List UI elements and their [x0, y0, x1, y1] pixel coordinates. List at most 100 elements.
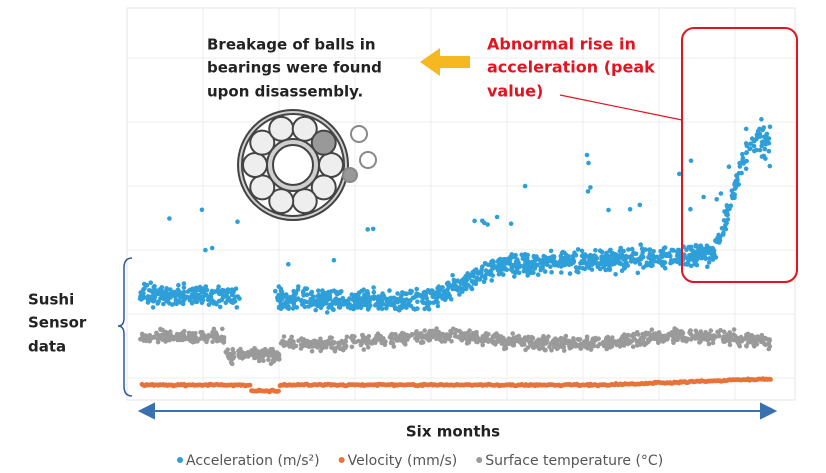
acceleration-point — [385, 299, 390, 304]
acceleration-point — [608, 248, 613, 253]
temperature-point — [766, 337, 771, 342]
temperature-point — [460, 334, 465, 339]
acceleration-point — [725, 212, 730, 217]
acceleration-point — [226, 287, 231, 292]
acceleration-point — [689, 247, 694, 252]
acceleration-point — [651, 253, 656, 258]
acceleration-point — [505, 257, 510, 262]
acceleration-point — [286, 262, 291, 267]
acceleration-point — [365, 289, 370, 294]
acceleration-point — [289, 295, 294, 300]
temperature-point — [641, 336, 646, 341]
temperature-point — [314, 339, 319, 344]
temperature-point — [640, 332, 645, 337]
acceleration-point — [443, 297, 448, 302]
bearing-ball — [319, 153, 343, 177]
temperature-point — [624, 341, 629, 346]
acceleration-point — [320, 294, 325, 299]
acceleration-point — [721, 231, 726, 236]
temperature-point — [644, 341, 649, 346]
acceleration-point — [464, 283, 469, 288]
temperature-point — [553, 336, 558, 341]
acceleration-point — [411, 296, 416, 301]
acceleration-point — [284, 304, 289, 309]
temperature-point — [440, 332, 445, 337]
acceleration-point — [549, 270, 554, 275]
acceleration-point — [490, 259, 495, 264]
annotation-text: upon disassembly. — [207, 83, 363, 101]
temperature-point — [291, 342, 296, 347]
acceleration-point — [365, 227, 370, 232]
acceleration-point — [452, 283, 457, 288]
acceleration-point — [661, 248, 666, 253]
temperature-point — [282, 334, 287, 339]
acceleration-point — [703, 257, 708, 262]
acceleration-point — [509, 221, 514, 226]
acceleration-point — [600, 250, 605, 255]
temperature-point — [517, 339, 522, 344]
temperature-point — [144, 337, 149, 342]
acceleration-point — [387, 288, 392, 293]
acceleration-point — [192, 292, 197, 297]
acceleration-point — [701, 195, 706, 200]
acceleration-point — [691, 252, 696, 257]
temperature-point — [471, 337, 476, 342]
acceleration-point — [165, 294, 170, 299]
acceleration-point — [447, 285, 452, 290]
temperature-point — [312, 343, 317, 348]
acceleration-point — [168, 287, 173, 292]
acceleration-point — [403, 302, 408, 307]
acceleration-point — [730, 188, 735, 193]
temperature-point — [589, 344, 594, 349]
acceleration-point — [373, 303, 378, 308]
temperature-point — [230, 362, 235, 367]
temperature-point — [736, 336, 741, 341]
acceleration-point — [660, 263, 665, 268]
temperature-point — [350, 345, 355, 350]
time-arrow — [140, 404, 775, 418]
bearing-ball — [243, 153, 267, 177]
acceleration-point — [380, 291, 385, 296]
acceleration-point — [413, 307, 418, 312]
temperature-point — [310, 349, 315, 354]
acceleration-point — [179, 300, 184, 305]
temperature-point — [687, 331, 692, 336]
temperature-point — [491, 341, 496, 346]
acceleration-point — [209, 299, 214, 304]
temperature-point — [413, 331, 418, 336]
acceleration-point — [484, 268, 489, 273]
acceleration-point — [153, 288, 158, 293]
legend-marker — [476, 457, 482, 463]
temperature-point — [188, 336, 193, 341]
acceleration-point — [677, 172, 682, 177]
acceleration-point — [710, 250, 715, 255]
temperature-point — [570, 339, 575, 344]
acceleration-point — [560, 259, 565, 264]
acceleration-point — [331, 307, 336, 312]
acceleration-point — [225, 295, 230, 300]
acceleration-point — [740, 152, 745, 157]
acceleration-point — [214, 302, 219, 307]
acceleration-point — [608, 267, 613, 272]
temperature-point — [430, 332, 435, 337]
acceleration-point — [559, 264, 564, 269]
temperature-point — [418, 334, 423, 339]
temperature-point — [502, 347, 507, 352]
temperature-point — [746, 332, 751, 337]
acceleration-point — [509, 265, 514, 270]
acceleration-point — [389, 303, 394, 308]
temperature-point — [673, 329, 678, 334]
acceleration-point — [688, 207, 693, 212]
temperature-point — [632, 332, 637, 337]
temperature-point — [505, 340, 510, 345]
legend-label: Acceleration (m/s²) — [186, 453, 320, 469]
acceleration-point — [280, 290, 285, 295]
acceleration-point — [446, 291, 451, 296]
acceleration-point — [156, 299, 161, 304]
acceleration-point — [170, 302, 175, 307]
acceleration-point — [714, 197, 719, 202]
acceleration-point — [754, 148, 759, 153]
acceleration-point — [628, 207, 633, 212]
temperature-point — [448, 333, 453, 338]
legend-label: Velocity (mm/s) — [348, 453, 458, 469]
